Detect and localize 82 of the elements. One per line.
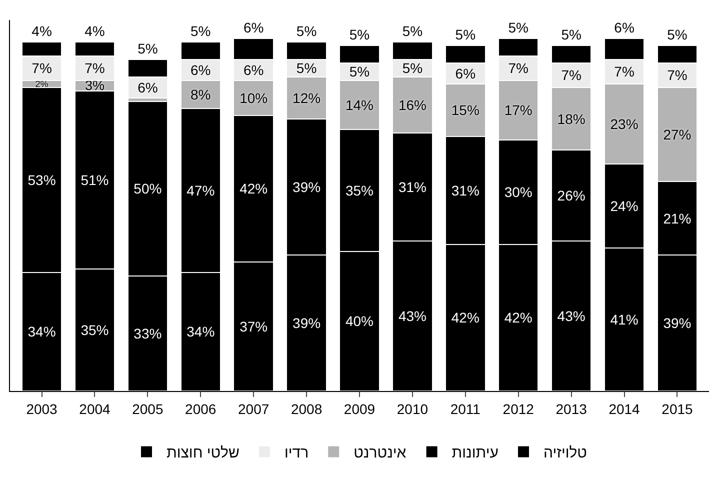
- data-label: 47%: [186, 182, 215, 198]
- data-label: 37%: [240, 318, 268, 334]
- data-label: 8%: [190, 86, 211, 102]
- data-label: 35%: [80, 322, 109, 338]
- data-label: 12%: [292, 90, 321, 106]
- data-label: 15%: [451, 102, 480, 118]
- data-label: 43%: [557, 308, 586, 324]
- data-label: 39%: [292, 314, 321, 331]
- data-label: 26%: [557, 188, 586, 204]
- data-label: 53%: [28, 172, 56, 188]
- data-label: 42%: [451, 310, 480, 326]
- data-label: 30%: [504, 184, 532, 200]
- x-tick-label: 2007: [238, 400, 270, 417]
- data-label: 3%: [84, 78, 104, 94]
- data-label: 7%: [508, 60, 528, 76]
- x-tick-label: 2006: [185, 400, 216, 417]
- x-tick-label: 2015: [662, 400, 694, 417]
- x-tick-label: 2008: [290, 400, 322, 417]
- data-label: 35%: [345, 182, 374, 198]
- data-label: 5%: [138, 40, 158, 56]
- data-label: 7%: [84, 60, 105, 76]
- data-label: 18%: [557, 110, 586, 127]
- data-label: 5%: [402, 23, 423, 40]
- data-label: 51%: [80, 172, 109, 188]
- data-label: 6%: [190, 62, 211, 78]
- data-label: 5%: [561, 26, 582, 43]
- data-label: 17%: [504, 102, 532, 118]
- legend-label: אינטרנט: [354, 444, 407, 462]
- data-label: 2%: [35, 78, 48, 89]
- legend-label: טלויזיה: [543, 444, 587, 462]
- x-tick-label: 2004: [79, 400, 111, 417]
- data-label: 24%: [610, 198, 638, 214]
- x-tick-label: 2005: [132, 400, 164, 417]
- data-label: 50%: [134, 180, 162, 197]
- data-label: 31%: [451, 182, 480, 198]
- data-label: 41%: [610, 311, 638, 328]
- x-tick-label: 2012: [502, 400, 534, 417]
- x-tick-label: 2010: [396, 400, 428, 417]
- data-label: 14%: [345, 96, 374, 113]
- data-label: 10%: [240, 90, 268, 106]
- data-label: 7%: [561, 67, 582, 84]
- legend-label: שלטי חוצות: [166, 444, 240, 462]
- data-label: 21%: [663, 210, 692, 226]
- x-tick-label: 2003: [26, 400, 58, 417]
- legend-label: רדיו: [284, 444, 309, 462]
- data-label: 6%: [243, 62, 264, 78]
- x-tick-label: 2009: [344, 400, 376, 417]
- data-label: 34%: [28, 324, 56, 340]
- data-label: 4%: [84, 23, 105, 40]
- x-tick-label: 2014: [608, 400, 640, 417]
- data-label: 6%: [243, 20, 264, 36]
- data-label: 40%: [345, 313, 374, 330]
- data-label: 5%: [190, 23, 211, 40]
- legend-label: עיתונות: [452, 444, 498, 462]
- data-label: 5%: [455, 26, 476, 43]
- data-label: 7%: [32, 60, 52, 76]
- data-label: 27%: [663, 126, 692, 143]
- data-label: 5%: [667, 26, 688, 43]
- x-tick-label: 2011: [450, 400, 481, 417]
- data-label: 31%: [398, 178, 426, 195]
- data-label: 5%: [349, 26, 370, 43]
- data-label: 6%: [455, 65, 476, 82]
- data-label: 6%: [138, 79, 158, 96]
- x-tick-label: 2013: [556, 400, 588, 417]
- data-label: 5%: [349, 64, 370, 80]
- data-label: 39%: [663, 314, 692, 331]
- data-label: 5%: [296, 23, 317, 40]
- data-label: 5%: [402, 60, 423, 76]
- data-label: 39%: [292, 178, 321, 195]
- data-label: 5%: [296, 60, 317, 76]
- data-label: 6%: [614, 20, 634, 36]
- data-label: 23%: [610, 116, 638, 132]
- data-label: 42%: [504, 310, 532, 326]
- data-label: 16%: [398, 96, 426, 113]
- data-label: 42%: [240, 180, 268, 197]
- data-label: 34%: [186, 324, 215, 340]
- data-label: 4%: [32, 23, 52, 40]
- data-label: 7%: [667, 67, 688, 84]
- data-label: 43%: [398, 308, 426, 324]
- data-label: 7%: [614, 64, 634, 80]
- data-label: 33%: [134, 325, 162, 342]
- data-label: 5%: [508, 20, 528, 36]
